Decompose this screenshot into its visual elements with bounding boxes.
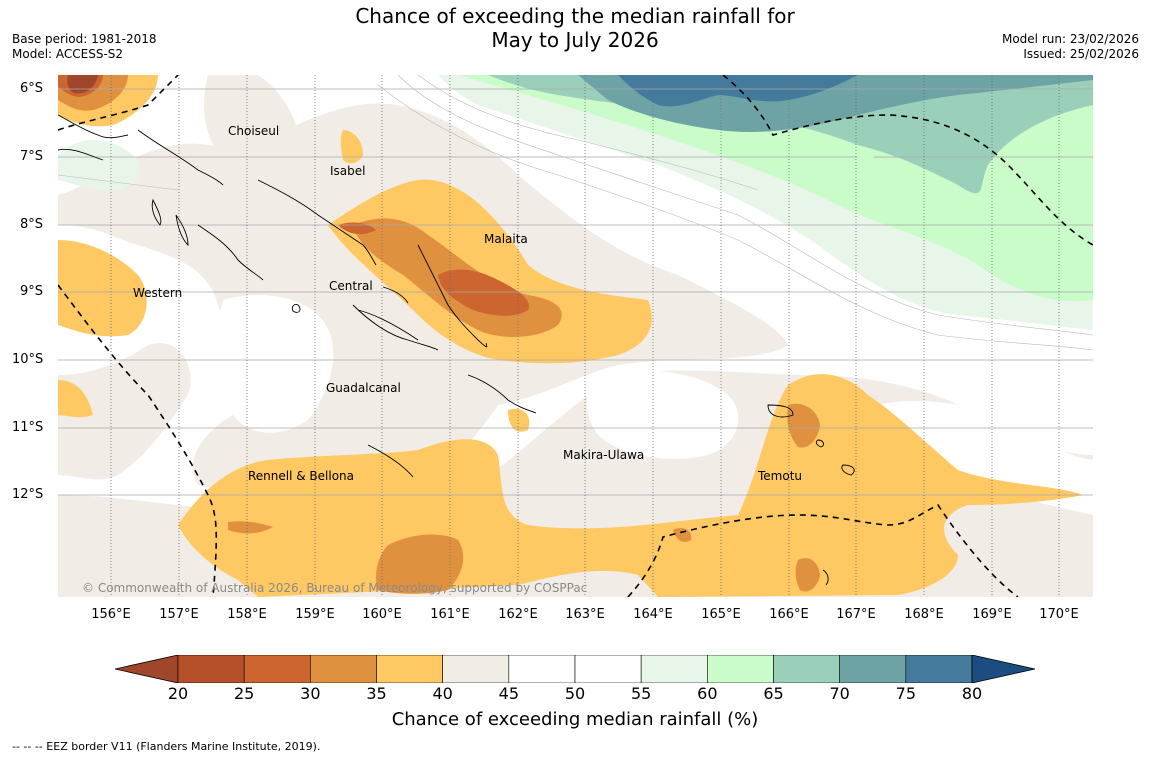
title-line-1: Chance of exceeding the median rainfall … <box>355 4 795 28</box>
colorbar-segment <box>839 654 907 684</box>
colorbar-tick-label: 70 <box>829 684 850 703</box>
lon-label-165e: 165°E <box>701 607 741 622</box>
colorbar-tick-label: 20 <box>167 684 189 703</box>
label-western: Western <box>133 286 182 300</box>
label-malaita: Malaita <box>484 232 528 246</box>
lon-label-168e: 168°E <box>904 607 944 622</box>
colorbar-segment <box>376 654 443 684</box>
coastlines <box>58 114 855 586</box>
colorbar-tick-label: 45 <box>498 684 519 703</box>
colorbar-tick-label: 80 <box>961 684 983 703</box>
base-period: Base period: 1981-2018 <box>12 32 157 46</box>
lat-label-11s: 11°S <box>12 420 44 435</box>
map-svg: Choiseul Isabel Malaita Western Central … <box>58 75 1093 597</box>
colorbar-tick-label: 60 <box>697 684 718 703</box>
label-guadalcanal: Guadalcanal <box>326 381 401 395</box>
lon-label-157e: 157°E <box>159 607 199 622</box>
colorbar-tick-label: 30 <box>300 684 321 703</box>
lon-label-163e: 163°E <box>565 607 605 622</box>
colorbar-segment <box>574 654 642 684</box>
copyright-text: © Commonwealth of Australia 2026, Bureau… <box>82 581 587 595</box>
colorbar-svg <box>114 654 1036 684</box>
lon-label-158e: 158°E <box>227 607 267 622</box>
chart-title: Chance of exceeding the median rainfall … <box>0 4 1150 52</box>
lon-label-156e: 156°E <box>91 607 131 622</box>
colorbar-tick-label: 65 <box>763 684 784 703</box>
colorbar-segment <box>177 654 245 684</box>
lat-label-10s: 10°S <box>12 352 44 367</box>
colorbar-tick-label: 35 <box>366 684 387 703</box>
lon-label-162e: 162°E <box>498 607 538 622</box>
lon-label-159e: 159°E <box>295 607 335 622</box>
colorbar-segment <box>773 654 840 684</box>
colorbar-tick-label: 55 <box>630 684 652 703</box>
colorbar-segment <box>905 654 973 684</box>
lon-label-161e: 161°E <box>430 607 470 622</box>
lon-label-170e: 170°E <box>1039 607 1079 622</box>
lon-label-164e: 164°E <box>633 607 673 622</box>
model-name: Model: ACCESS-S2 <box>12 47 124 61</box>
green-spot <box>856 153 874 160</box>
eez-footnote: -- -- -- EEZ border V11 (Flanders Marine… <box>12 740 321 753</box>
label-temotu: Temotu <box>757 469 802 483</box>
colorbar-extend-high <box>971 654 1036 684</box>
lat-label-12s: 12°S <box>12 487 44 502</box>
colorbar-segment <box>243 654 311 684</box>
lon-label-169e: 169°E <box>972 607 1012 622</box>
colorbar-tick-label: 25 <box>233 684 255 703</box>
green-60-west <box>58 140 141 191</box>
lon-label-166e: 166°E <box>769 607 809 622</box>
colorbar-segment <box>640 654 708 684</box>
colorbar-segment <box>310 654 377 684</box>
label-makira-ulawa: Makira-Ulawa <box>563 448 644 462</box>
colorbar-tick-label: 50 <box>564 684 586 703</box>
colorbar-extend-low <box>114 654 179 684</box>
lat-label-6s: 6°S <box>20 81 44 96</box>
run-info: Model run: 23/02/2026 Issued: 25/02/2026 <box>1002 32 1139 62</box>
model-info: Base period: 1981-2018 Model: ACCESS-S2 <box>12 32 157 62</box>
label-choiseul: Choiseul <box>228 124 279 138</box>
colorbar-title: Chance of exceeding median rainfall (%) <box>391 709 759 730</box>
colorbar <box>114 654 1036 684</box>
lon-label-160e: 160°E <box>362 607 402 622</box>
issued-date: Issued: 25/02/2026 <box>1023 47 1139 61</box>
label-central: Central <box>329 279 373 293</box>
blue-80-area <box>618 75 858 107</box>
label-isabel: Isabel <box>330 164 365 178</box>
lat-label-8s: 8°S <box>20 217 44 232</box>
colorbar-segment <box>707 654 774 684</box>
model-run: Model run: 23/02/2026 <box>1001 32 1139 46</box>
eez-borders <box>58 75 1093 597</box>
lat-label-9s: 9°S <box>20 284 44 299</box>
lat-grid <box>58 88 1093 496</box>
lon-label-167e: 167°E <box>836 607 876 622</box>
rainfall-map: Choiseul Isabel Malaita Western Central … <box>58 75 1093 597</box>
lat-label-7s: 7°S <box>20 149 44 164</box>
colorbar-tick-label: 75 <box>895 684 916 703</box>
colorbar-segment <box>508 654 576 684</box>
colorbar-segment <box>442 654 510 684</box>
label-rennell-bellona: Rennell & Bellona <box>248 469 354 483</box>
title-line-2: May to July 2026 <box>491 28 659 52</box>
colorbar-tick-label: 40 <box>432 684 453 703</box>
contour-lines <box>58 75 1093 351</box>
